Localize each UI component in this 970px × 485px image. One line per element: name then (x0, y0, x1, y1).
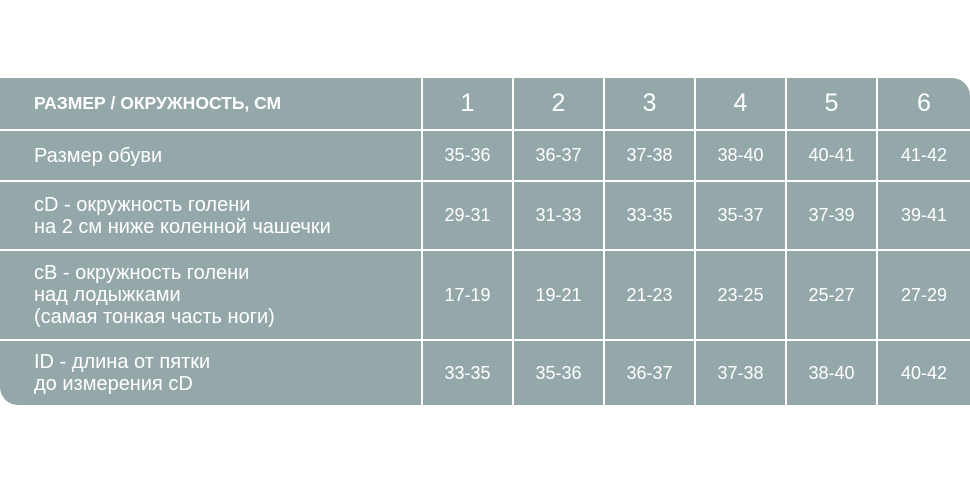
header-size: 6 (878, 78, 970, 129)
cell: 38-40 (696, 131, 785, 180)
header-size: 3 (605, 78, 694, 129)
cell: 35-37 (696, 182, 785, 249)
header-size: 4 (696, 78, 785, 129)
cell: 36-37 (605, 341, 694, 405)
size-table: РАЗМЕР / ОКРУЖНОСТЬ, СМ 1 2 3 4 5 6 Разм… (0, 78, 970, 405)
row-label: cD - окружность голени на 2 см ниже коле… (0, 182, 421, 249)
cell: 33-35 (605, 182, 694, 249)
header-size: 1 (423, 78, 512, 129)
cell: 23-25 (696, 251, 785, 339)
cell: 40-42 (878, 341, 970, 405)
cell: 37-38 (605, 131, 694, 180)
cell: 40-41 (787, 131, 876, 180)
cell: 38-40 (787, 341, 876, 405)
cell: 19-21 (514, 251, 603, 339)
cell: 21-23 (605, 251, 694, 339)
header-size: 2 (514, 78, 603, 129)
header-size: 5 (787, 78, 876, 129)
cell: 37-38 (696, 341, 785, 405)
cell: 29-31 (423, 182, 512, 249)
cell: 35-36 (423, 131, 512, 180)
cell: 27-29 (878, 251, 970, 339)
cell: 33-35 (423, 341, 512, 405)
cell: 35-36 (514, 341, 603, 405)
cell: 31-33 (514, 182, 603, 249)
header-label: РАЗМЕР / ОКРУЖНОСТЬ, СМ (0, 78, 421, 129)
cell: 41-42 (878, 131, 970, 180)
row-label: Размер обуви (0, 131, 421, 180)
cell: 39-41 (878, 182, 970, 249)
row-label: cB - окружность голени над лодыжками (са… (0, 251, 421, 339)
cell: 37-39 (787, 182, 876, 249)
cell: 25-27 (787, 251, 876, 339)
cell: 17-19 (423, 251, 512, 339)
row-label: ID - длина от пятки до измерения cD (0, 341, 421, 405)
cell: 36-37 (514, 131, 603, 180)
